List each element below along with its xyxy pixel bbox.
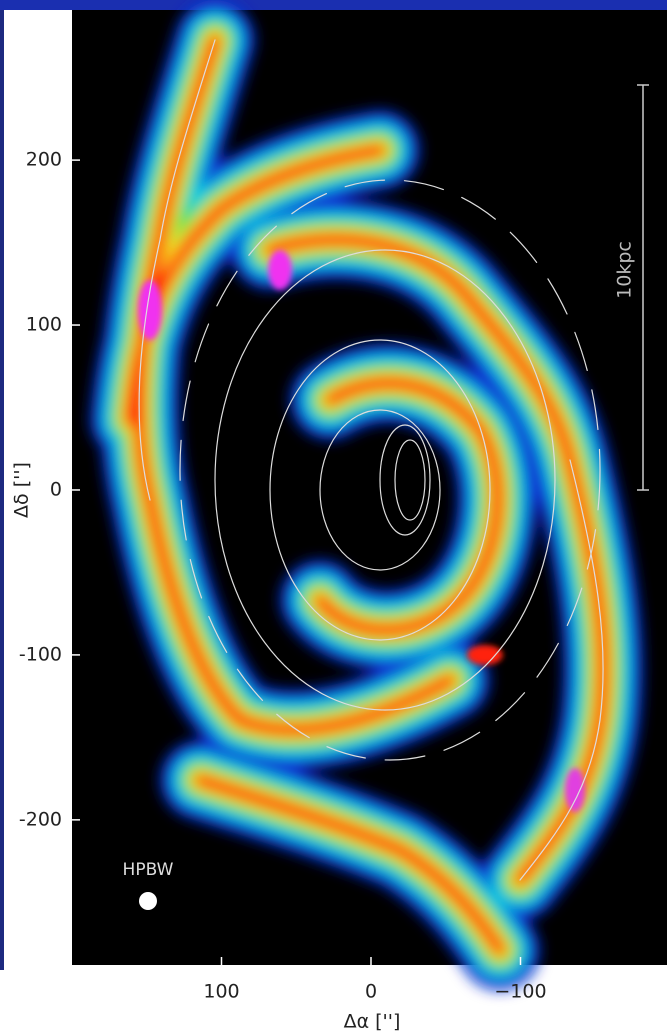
y-tick-label: 200: [26, 149, 62, 171]
left-edge: [0, 10, 4, 970]
top-bar: [0, 0, 667, 10]
y-axis-label: Δδ ['']: [11, 462, 33, 518]
figure: 10kpc HPBW Δδ [''] Δα [''] 200 100 0 -100 -2…: [0, 0, 667, 1034]
y-tick-label: -100: [19, 643, 62, 665]
y-tick-label: 0: [50, 478, 62, 500]
y-tick-label: -200: [19, 808, 62, 830]
scale-label: 10kpc: [614, 241, 636, 299]
beam-marker: [139, 892, 157, 910]
y-tick-label: 100: [26, 314, 62, 336]
x-tick-label: −100: [494, 981, 546, 1003]
x-tick-label: 100: [203, 981, 239, 1003]
x-axis-label: Δα ['']: [344, 1011, 401, 1033]
x-tick-label: 0: [365, 981, 377, 1003]
beam-label: HPBW: [123, 860, 174, 880]
